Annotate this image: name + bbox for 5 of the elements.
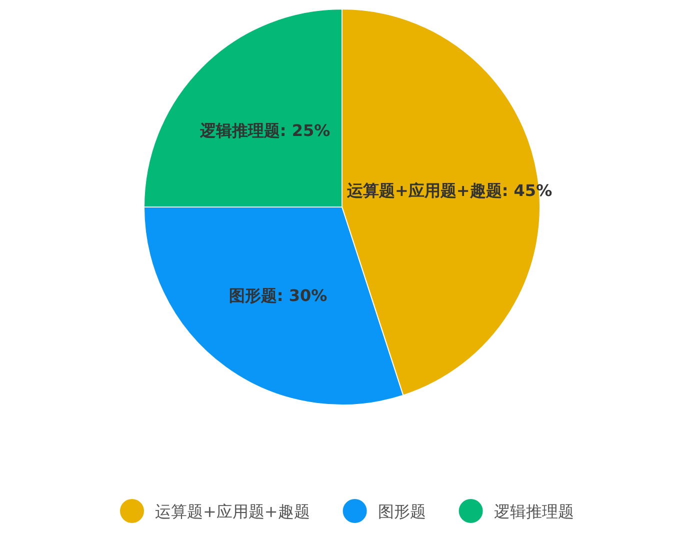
data-label: 图形题: 30% xyxy=(228,286,328,306)
legend-label: 逻辑推理题 xyxy=(494,502,574,521)
data-label: 逻辑推理题: 25% xyxy=(198,120,330,140)
legend-label: 图形题 xyxy=(378,502,426,521)
legend-label: 运算题+应用题+趣题 xyxy=(155,502,310,521)
